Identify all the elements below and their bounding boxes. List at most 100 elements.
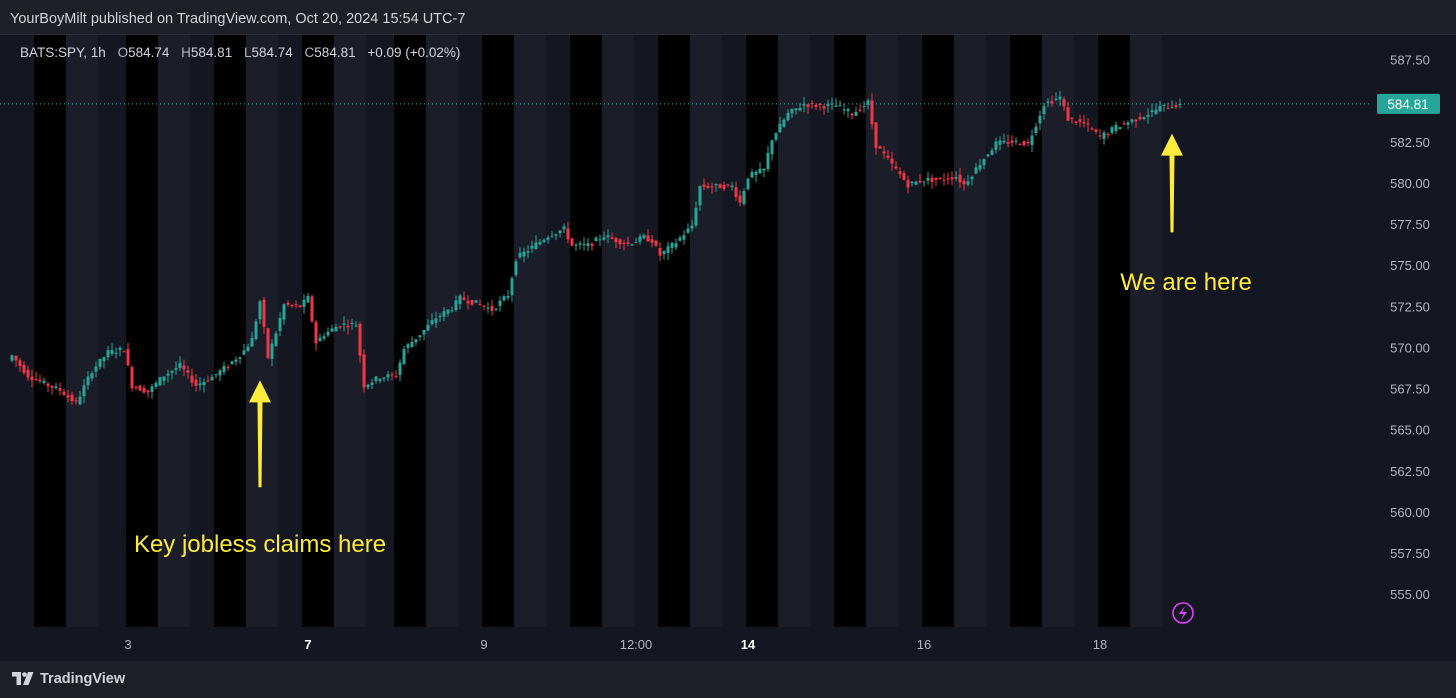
candle-body: [1174, 105, 1178, 108]
candle-body: [834, 105, 838, 107]
candle-body: [558, 230, 562, 234]
candle-body: [206, 380, 210, 382]
candle-body: [726, 184, 730, 186]
candle-body: [662, 250, 666, 255]
candle-body: [594, 237, 598, 242]
y-axis-tick-label: 577.50: [1390, 217, 1430, 232]
candle-body: [286, 302, 290, 305]
candle-body: [402, 349, 406, 364]
candle-body: [246, 346, 250, 352]
legend-low-value: 584.74: [251, 45, 293, 60]
price-chart[interactable]: 587.50585.00582.50580.00577.50575.00572.…: [0, 35, 1456, 661]
closed-session-band: [302, 35, 334, 627]
candle-body: [1070, 117, 1074, 119]
candle-body: [278, 317, 282, 331]
extended-session-band: [514, 35, 546, 627]
candle-body: [194, 379, 198, 386]
candle-body: [222, 366, 226, 373]
candle-body: [906, 180, 910, 188]
candle-body: [694, 207, 698, 226]
candle-body: [1138, 116, 1142, 120]
price-tag-background: [1377, 93, 1440, 114]
candle-body: [146, 390, 150, 393]
candle-body: [554, 234, 558, 236]
candle-body: [478, 304, 482, 306]
candle-body: [322, 336, 326, 339]
footer-bar: TradingView: [0, 661, 1456, 698]
candle-body: [450, 310, 454, 312]
candle-body: [1006, 142, 1010, 144]
candle-body: [1038, 115, 1042, 124]
candle-body: [646, 235, 650, 242]
candle-body: [730, 185, 734, 188]
candle-body: [942, 179, 946, 181]
y-axis-tick-label: 587.50: [1390, 53, 1430, 68]
candle-body: [626, 242, 630, 244]
candle-body: [130, 367, 134, 388]
candle-body: [790, 108, 794, 114]
candle-body: [1042, 106, 1046, 114]
candle-body: [686, 228, 690, 233]
candle-body: [598, 239, 602, 241]
candle-body: [70, 394, 74, 402]
header-bar: YourBoyMilt published on TradingView.com…: [0, 0, 1456, 34]
candle-body: [1002, 140, 1006, 143]
candle-body: [1058, 96, 1062, 100]
arrow-shape: [249, 380, 271, 488]
candle-body: [842, 109, 846, 111]
candle-body: [966, 181, 970, 185]
candle-body: [574, 244, 578, 246]
candle-body: [270, 343, 274, 359]
closed-session-band: [214, 35, 246, 627]
tradingview-brand[interactable]: TradingView: [12, 671, 125, 687]
closed-session-band: [34, 35, 66, 627]
candle-body: [674, 243, 678, 248]
candle-body: [34, 379, 38, 381]
candle-body: [114, 352, 118, 354]
candle-body: [1010, 140, 1014, 143]
candle-body: [822, 106, 826, 109]
y-axis-tick-label: 565.00: [1390, 423, 1430, 438]
candle-body: [154, 382, 158, 387]
candle-body: [226, 367, 230, 369]
candle-body: [754, 171, 758, 175]
candle-body: [1094, 129, 1098, 132]
candle-body: [42, 380, 46, 383]
candle-body: [602, 237, 606, 240]
candle-body: [838, 105, 842, 107]
candle-body: [862, 106, 866, 108]
candle-body: [306, 296, 310, 303]
candle-body: [562, 226, 566, 230]
candle-body: [458, 295, 462, 305]
candle-body: [482, 305, 486, 307]
candle-body: [62, 391, 66, 396]
lightning-icon[interactable]: [1172, 602, 1194, 624]
candle-body: [162, 376, 166, 381]
candle-body: [338, 326, 342, 328]
candle-body: [958, 174, 962, 183]
candle-body: [590, 243, 594, 246]
candle-body: [454, 300, 458, 311]
annotation-text: Key jobless claims here: [134, 531, 386, 558]
candle-body: [1034, 126, 1038, 133]
candle-body: [1134, 119, 1138, 122]
y-axis-tick-label: 580.00: [1390, 176, 1430, 191]
legend-close-label: C: [305, 45, 315, 60]
candle-body: [1086, 123, 1090, 125]
candle-body: [658, 247, 662, 256]
candle-body: [510, 278, 514, 296]
chart-frame[interactable]: 587.50585.00582.50580.00577.50575.00572.…: [0, 34, 1456, 662]
candle-body: [806, 104, 810, 107]
candle-body: [766, 152, 770, 170]
candle-body: [334, 326, 338, 332]
candle-body: [814, 105, 818, 107]
candle-body: [382, 377, 386, 379]
candle-body: [134, 387, 138, 389]
candle-body: [170, 370, 174, 373]
candle-body: [430, 320, 434, 325]
annotation-arrow: [249, 380, 271, 488]
candle-body: [358, 323, 362, 356]
candle-body: [370, 382, 374, 386]
candle-body: [954, 177, 958, 179]
candle-body: [158, 377, 162, 386]
